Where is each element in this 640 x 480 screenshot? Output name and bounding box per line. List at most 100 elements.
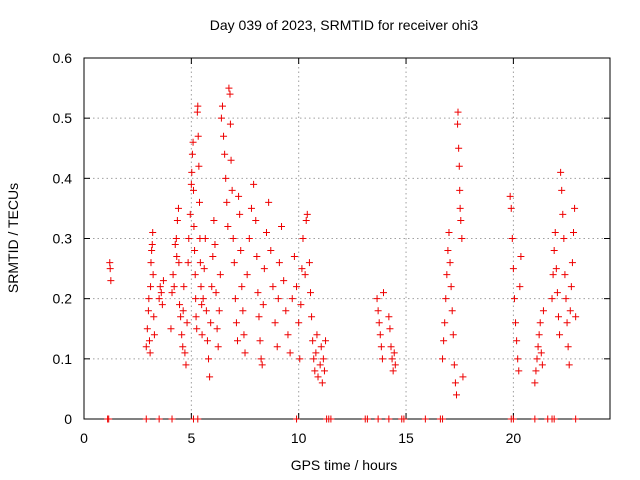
data-point-SRMTID (290, 253, 298, 261)
data-point-SRMTID (376, 331, 384, 339)
data-point-SRMTID (517, 253, 525, 261)
data-point-SRMTID (255, 313, 263, 321)
data-point-SRMTID (173, 253, 181, 261)
data-point-SRMTID (440, 337, 448, 345)
data-point-SRMTID (185, 235, 193, 242)
data-point-SRMTID (171, 241, 179, 249)
data-point-SRMTID (280, 277, 288, 285)
data-point-SRMTID (208, 283, 216, 291)
data-point-SRMTID (187, 180, 195, 188)
data-points (104, 84, 580, 423)
y-tick-label: 0.2 (53, 291, 73, 307)
data-point-SRMTID (193, 108, 201, 116)
data-point-SRMTID (202, 307, 210, 315)
data-point-SRMTID (150, 313, 158, 321)
data-point-SRMTID (216, 271, 224, 279)
data-point-SRMTID (206, 373, 214, 381)
data-point-SRMTID (265, 198, 273, 206)
data-point-SRMTID (302, 216, 310, 224)
data-point-SRMTID (284, 331, 292, 339)
data-point-SRMTID (252, 216, 260, 224)
data-point-SRMTID (241, 349, 249, 357)
data-point-SRMTID (184, 259, 192, 267)
data-point-SRMTID (538, 361, 546, 369)
data-point-SRMTID (194, 102, 202, 110)
data-point-SRMTID (311, 367, 319, 375)
data-point-SRMTID (253, 253, 261, 261)
data-point-SRMTID (456, 186, 464, 194)
data-point-SRMTID (319, 355, 327, 363)
data-point-SRMTID (254, 289, 262, 297)
data-point-SRMTID (178, 331, 186, 339)
data-point-SRMTID (250, 180, 258, 188)
data-point-zero (509, 415, 517, 423)
data-point-SRMTID (567, 283, 575, 291)
data-point-SRMTID (320, 367, 328, 375)
data-point-SRMTID (181, 349, 189, 357)
data-point-SRMTID (200, 265, 208, 273)
data-point-SRMTID (156, 283, 164, 291)
data-point-SRMTID (564, 343, 572, 351)
data-point-SRMTID (536, 319, 544, 327)
data-point-SRMTID (148, 241, 156, 249)
data-point-SRMTID (227, 156, 235, 164)
data-point-SRMTID (457, 216, 465, 224)
x-tick-label: 0 (80, 430, 88, 446)
data-point-zero (550, 415, 558, 423)
data-point-SRMTID (282, 307, 290, 315)
data-point-SRMTID (189, 138, 197, 146)
data-point-SRMTID (198, 331, 206, 339)
data-point-SRMTID (568, 259, 576, 267)
data-point-SRMTID (379, 289, 387, 297)
data-point-zero (439, 415, 447, 423)
data-point-SRMTID (196, 259, 204, 267)
data-point-SRMTID (210, 216, 218, 224)
data-point-SRMTID (288, 295, 296, 303)
data-point-SRMTID (566, 307, 574, 315)
data-point-SRMTID (297, 301, 305, 309)
data-point-SRMTID (212, 289, 220, 297)
data-point-SRMTID (512, 319, 520, 327)
data-point-SRMTID (267, 247, 275, 255)
data-point-SRMTID (559, 210, 567, 218)
data-point-SRMTID (441, 319, 449, 327)
data-point-SRMTID (454, 120, 462, 128)
data-point-SRMTID (239, 307, 247, 315)
data-point-SRMTID (186, 210, 194, 218)
y-tick-label: 0.1 (53, 351, 73, 367)
data-point-SRMTID (197, 283, 205, 291)
data-point-SRMTID (190, 222, 198, 230)
data-point-SRMTID (195, 162, 203, 170)
data-point-zero (168, 415, 176, 423)
data-point-SRMTID (230, 259, 238, 267)
data-point-SRMTID (295, 319, 303, 327)
data-point-SRMTID (243, 271, 251, 279)
data-point-SRMTID (570, 228, 578, 236)
data-point-SRMTID (301, 271, 309, 279)
data-point-SRMTID (232, 319, 240, 327)
data-point-SRMTID (237, 247, 245, 255)
data-point-SRMTID (148, 247, 156, 255)
y-tick-label: 0 (64, 411, 72, 427)
data-point-SRMTID (217, 114, 225, 122)
data-point-SRMTID (506, 192, 514, 200)
data-point-SRMTID (556, 331, 564, 339)
data-point-SRMTID (155, 295, 163, 303)
data-point-SRMTID (316, 361, 324, 369)
data-point-SRMTID (222, 174, 230, 182)
data-point-SRMTID (298, 265, 306, 273)
data-point-SRMTID (191, 247, 199, 255)
data-point-SRMTID (557, 168, 565, 176)
data-point-SRMTID (207, 319, 215, 327)
data-point-SRMTID (192, 313, 200, 321)
data-point-SRMTID (377, 343, 385, 351)
data-point-zero (363, 415, 371, 423)
data-point-SRMTID (562, 295, 570, 303)
data-point-SRMTID (299, 235, 307, 242)
data-point-SRMTID (247, 204, 255, 212)
data-point-SRMTID (515, 367, 523, 375)
data-point-SRMTID (296, 355, 304, 363)
data-point-SRMTID (228, 186, 236, 194)
data-point-SRMTID (293, 283, 301, 291)
